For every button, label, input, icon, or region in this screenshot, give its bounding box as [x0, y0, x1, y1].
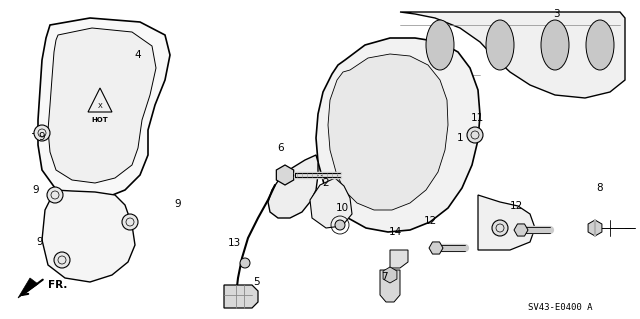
Polygon shape — [380, 270, 400, 302]
Text: 13: 13 — [227, 238, 241, 248]
Ellipse shape — [426, 20, 454, 70]
Ellipse shape — [541, 20, 569, 70]
Polygon shape — [268, 155, 318, 218]
Text: 8: 8 — [596, 183, 604, 193]
Polygon shape — [42, 190, 135, 282]
Polygon shape — [224, 285, 258, 308]
Circle shape — [47, 187, 63, 203]
Circle shape — [54, 252, 70, 268]
Text: SV43-E0400 A: SV43-E0400 A — [528, 303, 592, 313]
Text: 3: 3 — [553, 9, 559, 19]
Text: 1: 1 — [457, 133, 463, 143]
Text: 9: 9 — [38, 132, 45, 142]
Text: 14: 14 — [388, 227, 402, 237]
Circle shape — [240, 258, 250, 268]
Text: 9: 9 — [33, 185, 39, 195]
Polygon shape — [310, 178, 352, 228]
Polygon shape — [18, 278, 38, 298]
Polygon shape — [48, 28, 156, 183]
Circle shape — [34, 125, 50, 141]
Polygon shape — [383, 267, 397, 283]
Polygon shape — [390, 250, 408, 268]
Circle shape — [122, 214, 138, 230]
Polygon shape — [328, 54, 448, 210]
Text: 6: 6 — [278, 143, 284, 153]
Circle shape — [467, 127, 483, 143]
Text: 5: 5 — [253, 277, 259, 287]
Ellipse shape — [586, 20, 614, 70]
Circle shape — [335, 220, 345, 230]
Text: 4: 4 — [134, 50, 141, 60]
Text: 12: 12 — [509, 201, 523, 211]
Polygon shape — [514, 224, 528, 236]
Polygon shape — [400, 12, 625, 98]
Text: 7: 7 — [381, 272, 387, 282]
Text: 10: 10 — [335, 203, 349, 213]
Circle shape — [492, 220, 508, 236]
Polygon shape — [588, 220, 602, 236]
Polygon shape — [38, 18, 170, 200]
Text: HOT: HOT — [92, 117, 108, 123]
Polygon shape — [316, 38, 480, 232]
Text: 12: 12 — [424, 216, 436, 226]
Polygon shape — [276, 165, 294, 185]
Text: 2: 2 — [323, 178, 330, 188]
Text: 9: 9 — [175, 199, 181, 209]
Text: 9: 9 — [36, 237, 44, 247]
Text: FR.: FR. — [48, 280, 67, 290]
Text: X: X — [98, 103, 102, 109]
Ellipse shape — [486, 20, 514, 70]
Text: 11: 11 — [470, 113, 484, 123]
Polygon shape — [429, 242, 443, 254]
Polygon shape — [478, 195, 535, 250]
